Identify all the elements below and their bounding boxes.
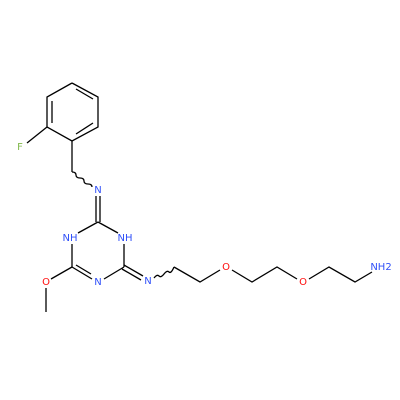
wavy-bond [153,266,175,279]
atom-label: F [17,142,23,153]
atom-label: O [222,262,230,273]
double-bond [75,122,94,135]
double-bond [121,268,142,281]
bond [103,266,125,280]
bonds [26,82,373,312]
atom-label: N [94,277,101,288]
atom-label: NH2 [370,262,391,273]
bond [50,266,73,280]
atom-label: NH [63,233,78,244]
atom-label: N [144,276,151,287]
bond [77,221,99,234]
wavy-bond [71,171,93,188]
atom-label: O [42,277,50,288]
double-bond [75,264,92,275]
atom-label: NH [118,233,133,244]
bond [26,126,48,144]
bond [173,266,221,283]
bond [308,266,373,283]
double-bond [75,88,94,100]
bond [97,221,119,234]
atom-label: O [299,277,307,288]
bond [231,266,298,283]
bond [71,266,93,280]
double-bond [123,264,144,277]
atom-label: N [94,185,101,196]
